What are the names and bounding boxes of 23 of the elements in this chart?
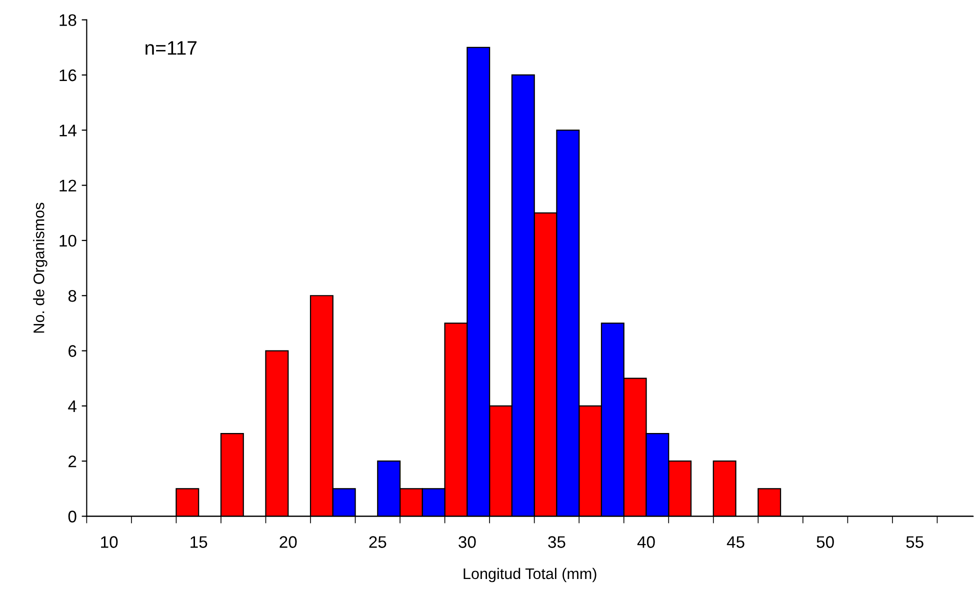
y-tick-label: 16 [60,69,76,82]
x-tick-label: 20 [280,536,297,548]
y-tick-label: 4 [68,400,76,412]
y-tick-label: 18 [60,14,76,26]
x-tick-label: 25 [369,536,386,548]
x-tick-label: 40 [637,536,655,548]
y-axis-title: No. de Organismos [33,202,48,333]
y-tick-label: 6 [68,345,76,357]
y-tick-label: 0 [68,510,76,522]
x-tick-label: 35 [548,536,566,548]
x-tick-label: 55 [906,536,924,548]
y-tick-label: 2 [68,456,76,468]
y-tick-label: 10 [60,234,76,247]
y-tick-label: 14 [60,124,76,136]
annotation: n=117 [146,41,196,55]
x-tick-label: 30 [458,536,476,548]
x-tick-label: 50 [816,536,834,548]
y-tick-label: 8 [68,290,76,302]
y-tick-label: 12 [60,180,76,192]
x-tick-label: 15 [190,536,208,548]
x-tick-label: 10 [101,536,118,548]
x-tick-label: 45 [726,536,744,548]
x-axis-title: Longitud Total (mm) [464,568,596,582]
